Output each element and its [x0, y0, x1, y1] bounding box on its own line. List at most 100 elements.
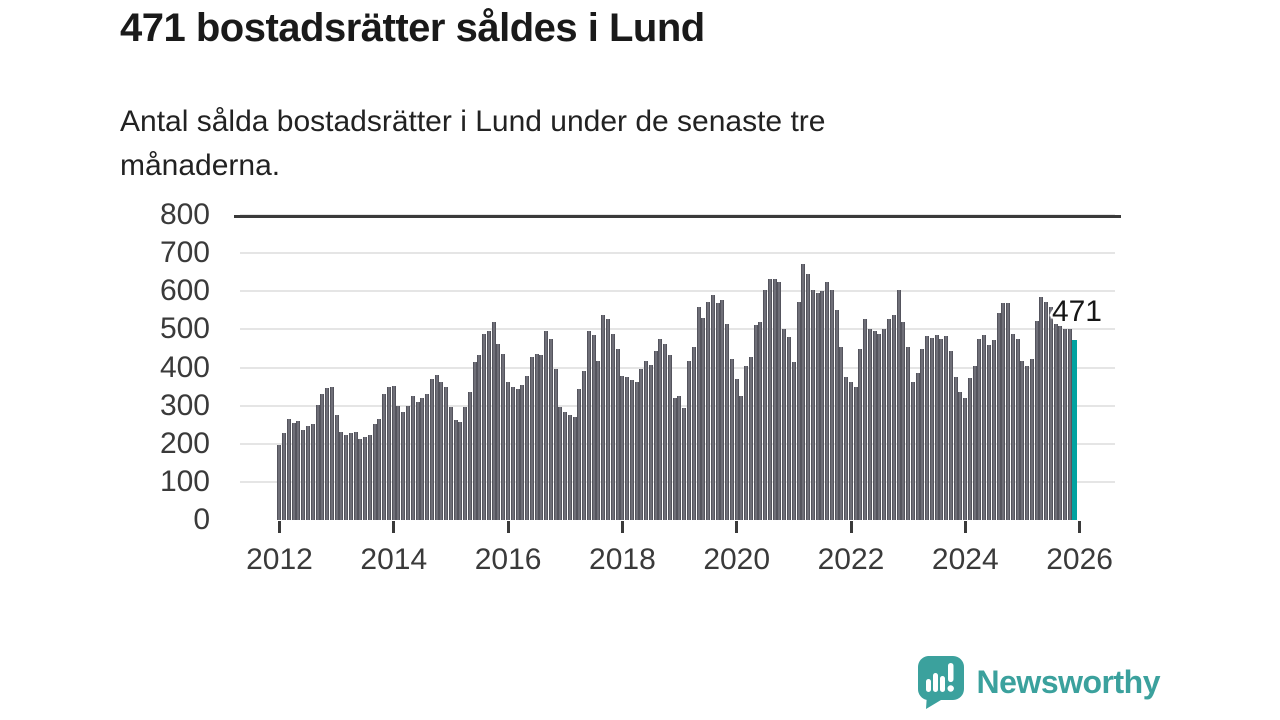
bar — [887, 318, 891, 520]
bar — [996, 312, 1001, 520]
bar — [301, 430, 306, 520]
bar — [834, 310, 839, 520]
bar — [977, 338, 982, 520]
bar — [877, 334, 882, 520]
bar — [963, 398, 968, 520]
bar — [972, 365, 977, 520]
gridline — [240, 252, 1115, 255]
bar — [906, 347, 911, 520]
bar — [315, 404, 320, 520]
bar — [491, 322, 496, 520]
newsworthy-brand: Newsworthy — [917, 656, 1161, 709]
bar — [615, 348, 620, 520]
bar — [291, 423, 296, 520]
bar — [982, 334, 987, 520]
bar — [806, 273, 811, 520]
bar — [953, 377, 958, 520]
bar — [725, 323, 730, 520]
bar — [344, 434, 349, 520]
bar — [1010, 333, 1015, 520]
bar — [420, 398, 425, 520]
bar — [510, 387, 515, 520]
page-title: 471 bostadsrätter såldes i Lund — [120, 6, 705, 50]
bar — [791, 362, 796, 520]
bar — [558, 407, 563, 520]
bar — [482, 333, 487, 520]
y-tick-label: 200 — [159, 426, 210, 460]
bar — [534, 353, 539, 520]
x-tick-label: 2018 — [589, 543, 656, 576]
bar — [758, 322, 763, 520]
bar — [820, 290, 825, 520]
bar — [944, 336, 949, 520]
bar — [967, 378, 972, 520]
bar — [767, 278, 772, 520]
bar — [391, 385, 396, 520]
bar — [282, 433, 287, 520]
bar — [786, 336, 791, 520]
bar — [829, 289, 834, 520]
bar — [434, 374, 439, 520]
bar — [386, 386, 391, 520]
bar — [625, 377, 630, 520]
bar — [544, 330, 549, 520]
bar — [844, 377, 849, 520]
bar — [286, 418, 291, 520]
bar — [310, 423, 315, 520]
brand-name: Newsworthy — [976, 663, 1161, 700]
bar — [620, 375, 625, 520]
bar — [586, 331, 591, 520]
bar — [796, 301, 801, 520]
bar — [486, 330, 491, 520]
bar — [948, 351, 953, 520]
bar — [682, 408, 687, 520]
bar — [448, 407, 453, 520]
x-axis-tick — [392, 521, 396, 533]
bar — [348, 433, 353, 520]
bar — [782, 329, 787, 520]
bar — [539, 355, 544, 520]
bar — [691, 347, 696, 520]
bar — [396, 405, 401, 520]
bar — [444, 387, 449, 520]
y-tick-label: 300 — [159, 388, 210, 422]
bar — [1058, 325, 1063, 520]
x-tick-label: 2024 — [931, 543, 999, 576]
bar — [853, 386, 858, 520]
bar — [901, 322, 906, 520]
bar — [367, 435, 372, 520]
bar — [648, 364, 653, 520]
bar — [1044, 301, 1049, 520]
bar — [939, 338, 944, 520]
bar — [577, 388, 582, 520]
bar — [472, 362, 477, 520]
bar — [958, 391, 963, 520]
bar — [929, 338, 934, 520]
bar — [667, 354, 672, 520]
bar — [677, 396, 682, 520]
bar — [572, 417, 577, 520]
bar — [810, 290, 815, 520]
bar — [453, 420, 458, 520]
bar — [596, 360, 601, 520]
bar — [501, 353, 506, 520]
bar — [401, 412, 406, 520]
bar — [653, 351, 658, 520]
bar — [729, 358, 734, 520]
bar — [987, 345, 991, 520]
y-tick-label: 100 — [159, 464, 210, 498]
bar — [739, 395, 744, 520]
bar — [1063, 328, 1068, 520]
bar — [715, 303, 720, 520]
bar — [763, 290, 768, 520]
bar — [1029, 358, 1034, 520]
bar — [296, 420, 301, 520]
bar — [496, 343, 501, 520]
bar — [1020, 360, 1025, 520]
bar — [372, 423, 377, 520]
bar — [934, 335, 939, 520]
chart-subtitle: Antal sålda bostadsrätter i Lund under d… — [120, 105, 826, 182]
bar-chart: 0 100 200 300 400 500 600 700 800 2012 2014 2016 20… — [160, 198, 1122, 576]
bar — [706, 301, 711, 520]
bar — [334, 415, 339, 520]
